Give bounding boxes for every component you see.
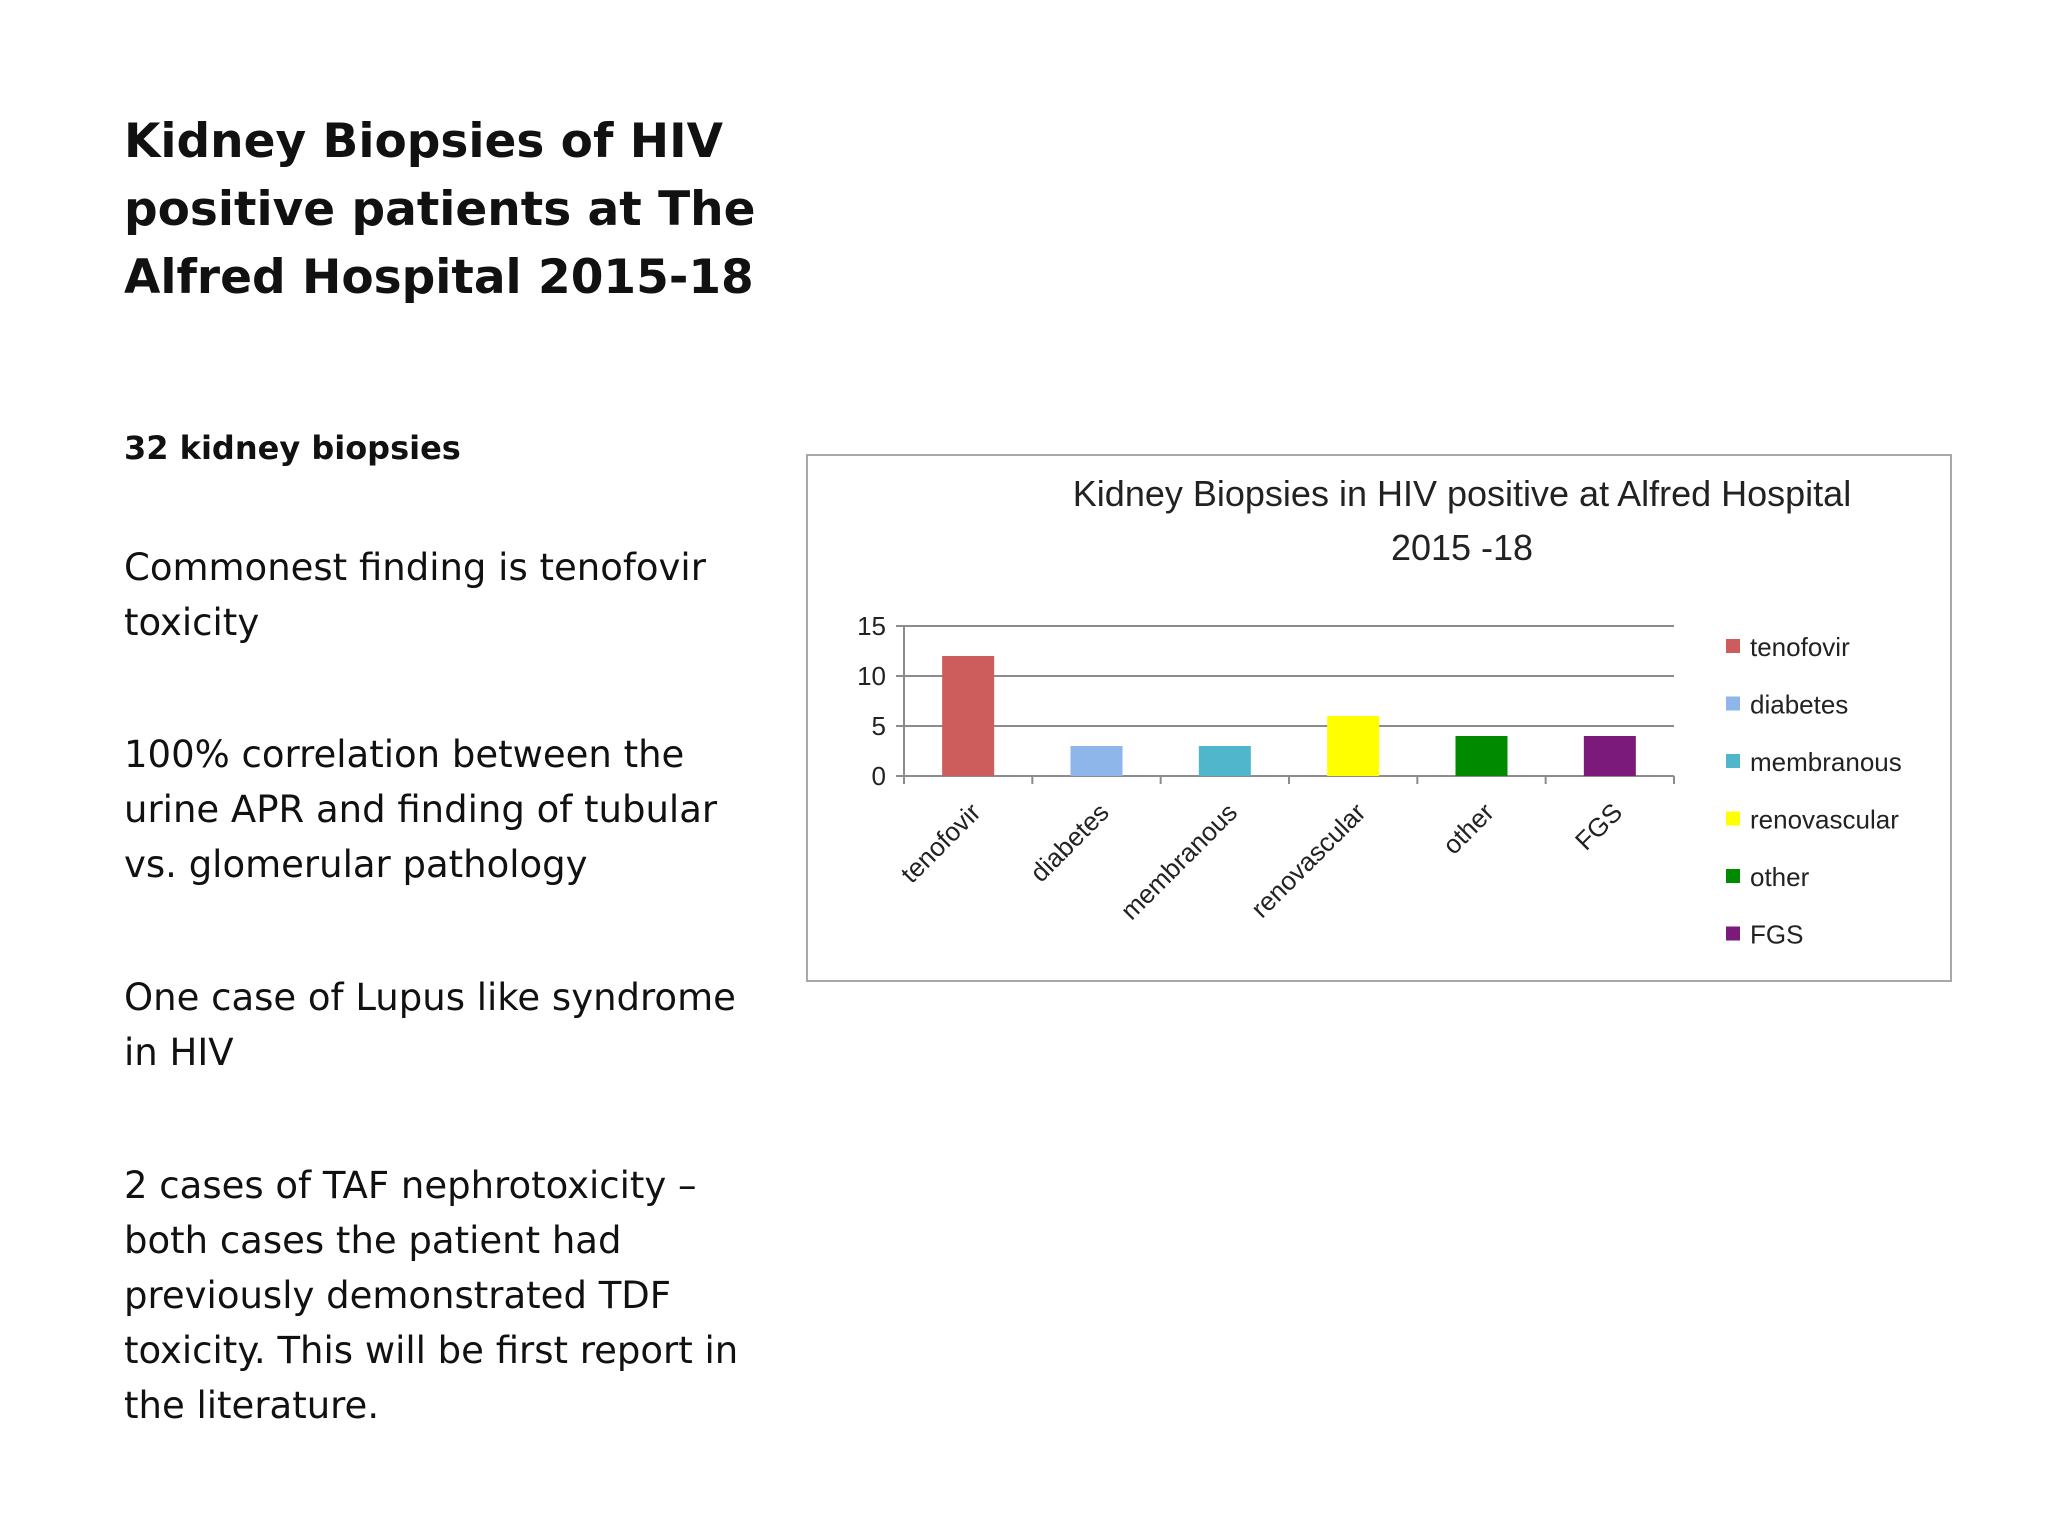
legend-label: renovascular xyxy=(1750,805,1899,835)
chart-title: 2015 -18 xyxy=(1391,527,1533,568)
x-tick-label: FGS xyxy=(1569,797,1628,856)
paragraph-line: Commonest finding is tenofovir xyxy=(124,546,706,589)
bar-diabetes xyxy=(1070,746,1123,776)
legend-label: other xyxy=(1750,862,1810,892)
y-tick-label: 15 xyxy=(857,611,886,641)
legend-label: membranous xyxy=(1750,747,1902,777)
bar-tenofovir xyxy=(942,656,995,776)
legend-swatch xyxy=(1726,869,1740,883)
paragraph-line: vs. glomerular pathology xyxy=(124,843,588,886)
slide-title-line: positive patients at The xyxy=(124,182,756,237)
y-tick-label: 5 xyxy=(872,711,886,741)
subheading: 32 kidney biopsies xyxy=(124,429,461,467)
slide-title: Kidney Biopsies of HIV positive patients… xyxy=(124,108,824,312)
x-tick-label: other xyxy=(1437,797,1500,860)
paragraph-tenofovir: Commonest finding is tenofovir toxicity xyxy=(124,540,706,650)
legend-swatch xyxy=(1726,926,1740,941)
paragraph-line: toxicity. This will be first report in xyxy=(124,1329,739,1372)
legend-label: tenofovir xyxy=(1750,632,1850,662)
chart-frame: Kidney Biopsies in HIV positive at Alfre… xyxy=(806,454,1952,982)
paragraph-line: the literature. xyxy=(124,1384,380,1427)
bar-fgs xyxy=(1583,736,1636,776)
legend-label: FGS xyxy=(1750,920,1803,950)
paragraph-line: both cases the patient had xyxy=(124,1219,622,1262)
paragraph-line: previously demonstrated TDF xyxy=(124,1274,672,1317)
paragraph-correlation: 100% correlation between the urine APR a… xyxy=(124,727,717,892)
slide-title-line: Alfred Hospital 2015-18 xyxy=(124,250,754,305)
bar-membranous xyxy=(1198,746,1251,776)
paragraph-line: 100% correlation between the xyxy=(124,733,685,776)
paragraph-line: toxicity xyxy=(124,601,260,644)
x-tick-label: membranous xyxy=(1115,797,1244,926)
bar-renovascular xyxy=(1327,716,1380,776)
x-tick-label: tenofovir xyxy=(895,797,987,889)
paragraph-lupus: One case of Lupus like syndrome in HIV xyxy=(124,970,736,1080)
chart-title: Kidney Biopsies in HIV positive at Alfre… xyxy=(1073,473,1851,514)
x-tick-label: renovascular xyxy=(1245,797,1372,924)
legend-label: diabetes xyxy=(1750,690,1848,720)
paragraph-taf: 2 cases of TAF nephrotoxicity – both cas… xyxy=(124,1158,738,1433)
slide-title-line: Kidney Biopsies of HIV xyxy=(124,114,723,169)
bar-chart: Kidney Biopsies in HIV positive at Alfre… xyxy=(857,473,1902,950)
paragraph-line: urine APR and finding of tubular xyxy=(124,788,718,831)
legend-swatch xyxy=(1726,754,1740,768)
paragraph-line: in HIV xyxy=(124,1031,234,1074)
x-tick-label: diabetes xyxy=(1024,797,1115,888)
legend-swatch xyxy=(1726,696,1740,711)
paragraph-line: 2 cases of TAF nephrotoxicity – xyxy=(124,1164,697,1207)
paragraph-line: One case of Lupus like syndrome xyxy=(124,976,736,1019)
legend-swatch xyxy=(1726,639,1740,653)
bar-other xyxy=(1455,736,1508,776)
legend-swatch xyxy=(1726,811,1740,826)
y-tick-label: 0 xyxy=(872,761,886,791)
y-tick-label: 10 xyxy=(857,661,886,691)
